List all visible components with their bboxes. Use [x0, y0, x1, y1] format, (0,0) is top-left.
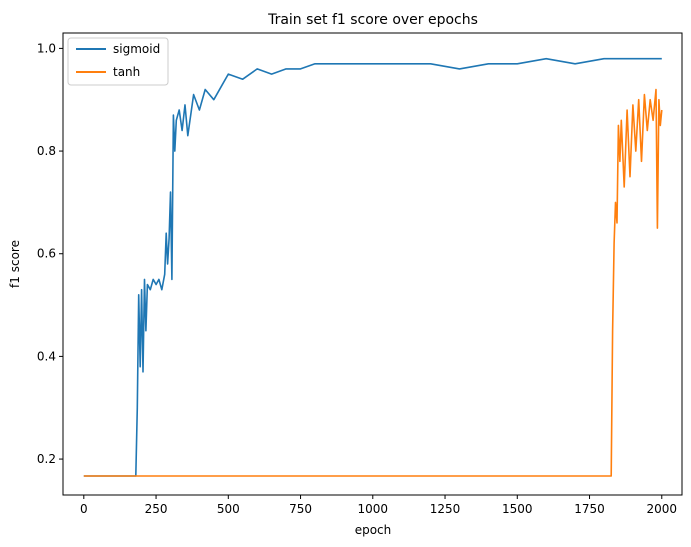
- x-tick-label: 250: [145, 502, 168, 516]
- x-tick-label: 1000: [358, 502, 389, 516]
- x-tick-label: 500: [217, 502, 240, 516]
- x-tick-label: 0: [80, 502, 88, 516]
- x-tick-label: 750: [289, 502, 312, 516]
- x-tick-label: 1750: [574, 502, 605, 516]
- legend-label-tanh: tanh: [113, 65, 140, 79]
- legend-label-sigmoid: sigmoid: [113, 42, 160, 56]
- y-axis-ticks: 0.2 0.4 0.6 0.8 1.0: [37, 41, 63, 466]
- axes-frame: [62, 32, 683, 496]
- x-tick-label: 1250: [430, 502, 461, 516]
- y-tick-label: 0.6: [37, 247, 56, 261]
- series-line-sigmoid: [83, 57, 662, 477]
- plot-area: [83, 57, 663, 477]
- series-layer: [83, 57, 663, 477]
- y-tick-label: 0.2: [37, 452, 56, 466]
- x-tick-label: 1500: [502, 502, 533, 516]
- x-axis-ticks: 0 250 500 750 1000 1250 1500 1750 2000: [80, 495, 677, 516]
- x-axis-label: epoch: [355, 523, 392, 537]
- y-tick-label: 1.0: [37, 41, 56, 55]
- x-tick-label: 2000: [646, 502, 677, 516]
- y-tick-label: 0.4: [37, 349, 56, 363]
- chart-legend: sigmoid tanh: [67, 37, 169, 86]
- series-line-tanh: [83, 88, 663, 477]
- chart-title: Train set f1 score over epochs: [267, 12, 478, 28]
- y-tick-label: 0.8: [37, 144, 56, 158]
- y-axis-label: f1 score: [8, 240, 22, 288]
